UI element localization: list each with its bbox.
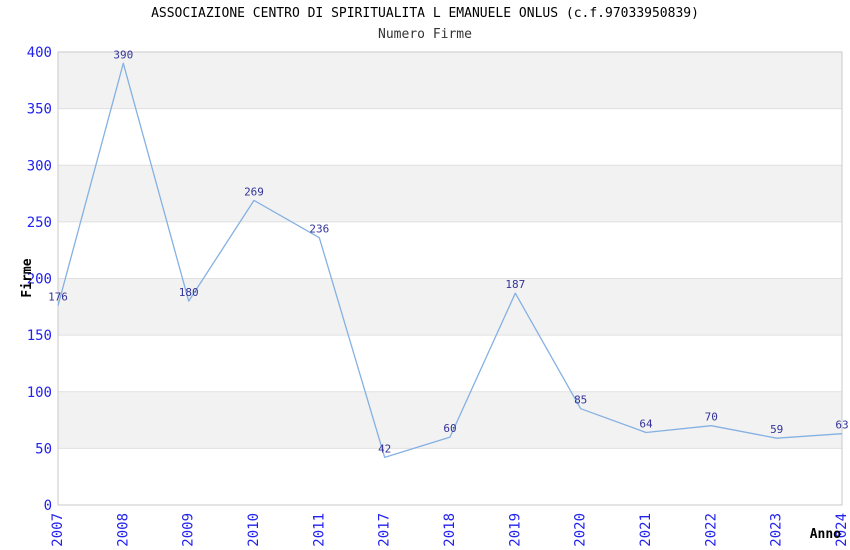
data-label-2007: 176: [48, 291, 68, 304]
data-label-2017: 42: [378, 442, 391, 455]
xtick-label-2023: 2023: [769, 513, 785, 547]
ytick-label-50: 50: [35, 441, 52, 457]
xtick-label-2020: 2020: [573, 513, 589, 547]
xtick-label-2021: 2021: [638, 513, 654, 547]
plot-band: [58, 391, 842, 449]
plot-band: [58, 278, 842, 336]
plot-band: [58, 52, 842, 109]
data-label-2011: 236: [309, 223, 329, 236]
data-line: [57, 62, 843, 459]
xtick-label-2010: 2010: [246, 513, 262, 547]
xtick-label-2024: 2024: [834, 513, 850, 547]
data-label-2023: 59: [770, 423, 783, 436]
ytick-label-0: 0: [44, 498, 52, 514]
xtick-label-2018: 2018: [442, 513, 458, 547]
data-label-2022: 70: [705, 411, 718, 424]
chart-title: ASSOCIAZIONE CENTRO DI SPIRITUALITA L EM…: [151, 6, 699, 21]
y-axis-label: Firme: [20, 258, 35, 297]
data-label-2020: 85: [574, 394, 587, 407]
ytick-label-100: 100: [27, 385, 52, 401]
data-label-2021: 64: [639, 418, 653, 431]
x-axis-label: Anno: [810, 527, 841, 542]
chart-subtitle: Numero Firme: [378, 27, 472, 42]
ytick-label-200: 200: [27, 272, 52, 288]
ytick-label-300: 300: [27, 158, 52, 174]
xtick-label-2022: 2022: [703, 513, 719, 547]
xtick-label-2009: 2009: [181, 513, 197, 547]
data-label-2010: 269: [244, 185, 264, 198]
data-label-2008: 390: [113, 48, 133, 61]
ytick-label-250: 250: [27, 215, 52, 231]
ytick-label-400: 400: [27, 45, 52, 61]
data-label-2009: 180: [179, 286, 199, 299]
xtick-label-2011: 2011: [311, 513, 327, 547]
data-label-2019: 187: [505, 278, 525, 291]
ytick-label-350: 350: [27, 102, 52, 118]
xtick-label-2007: 2007: [50, 513, 66, 547]
ytick-label-150: 150: [27, 328, 52, 344]
data-label-2018: 60: [443, 422, 456, 435]
xtick-label-2019: 2019: [507, 513, 523, 547]
xtick-label-2008: 2008: [115, 513, 131, 547]
plot-band: [58, 165, 842, 222]
xtick-label-2017: 2017: [377, 513, 393, 547]
plot-border: [57, 51, 843, 506]
data-label-2024: 63: [835, 419, 848, 432]
